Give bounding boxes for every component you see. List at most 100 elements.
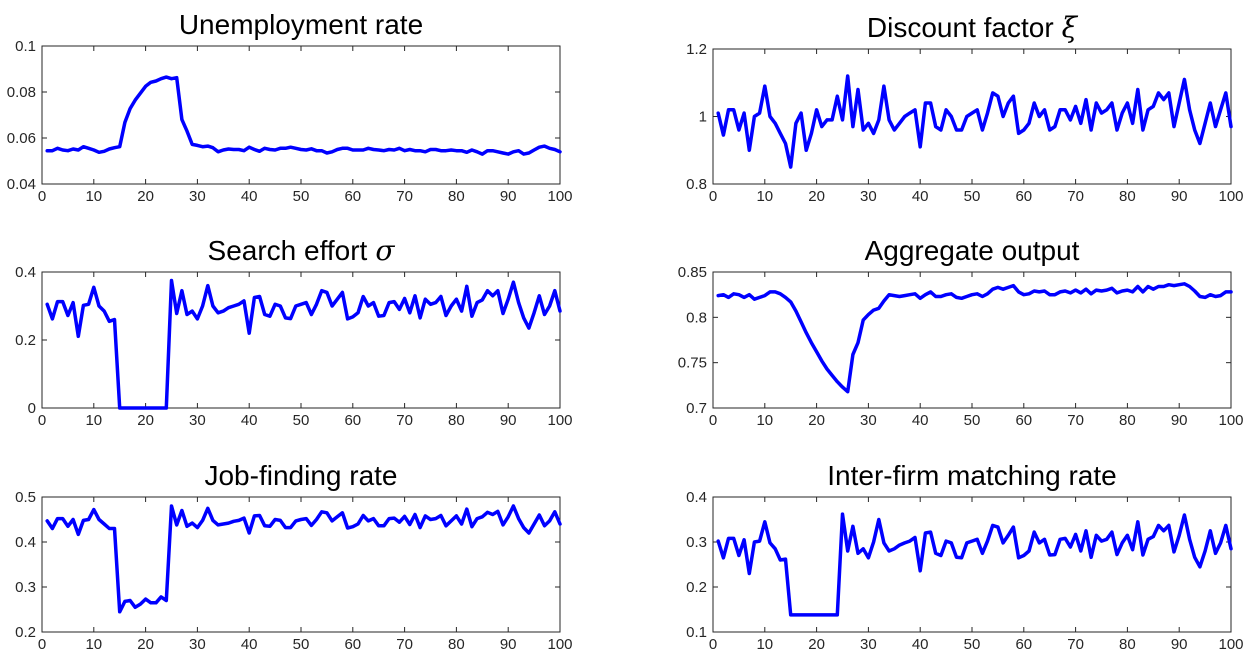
chart-1-xtick-label: 10 [85,188,102,205]
chart-1-xtick-label: 60 [344,188,361,205]
chart-5-ytick-label: 0.3 [15,579,36,596]
chart-4-title: Aggregate output [865,235,1080,266]
chart-5-xtick-label: 60 [344,636,361,653]
chart-1-xtick-label: 30 [189,188,206,205]
chart-6-title: Inter-firm matching rate [827,460,1116,491]
chart-6-ytick-label: 0.1 [686,624,707,641]
chart-5-xtick-label: 30 [189,636,206,653]
chart-3-title: Search effort σ [208,234,396,267]
chart-4-xtick-label: 10 [756,412,773,429]
chart-2-xtick-label: 40 [912,188,929,205]
chart-6-xtick-label: 80 [1119,636,1136,653]
chart-3-xtick-label: 100 [547,412,572,429]
chart-5-xtick-label: 10 [85,636,102,653]
chart-1-ytick-label: 0.06 [7,130,36,147]
chart-5-ytick-label: 0.2 [15,624,36,641]
chart-6-xtick-label: 90 [1171,636,1188,653]
chart-2-ytick-label: 1 [699,109,707,126]
chart-5-xtick-label: 0 [38,636,46,653]
chart-5-xtick-label: 70 [396,636,413,653]
chart-1-xtick-label: 70 [396,188,413,205]
chart-6-xtick-label: 40 [912,636,929,653]
chart-3-ytick-label: 0 [28,400,36,417]
chart-4-xtick-label: 70 [1067,412,1084,429]
chart-3: 0 10 20 30 40 50 60 70 80 90 100 0 0.2 0.4 Search effo… [15,234,572,429]
chart-1-xtick-label: 40 [241,188,258,205]
chart-5-ytick-label: 0.4 [15,534,36,551]
chart-1-series-line-1 [45,75,562,156]
chart-5-title-text: Job-finding rate [204,460,397,491]
chart-4-ytick-label: 0.75 [678,355,707,372]
chart-5-xtick-label: 40 [241,636,258,653]
chart-3-xtick-label: 50 [293,412,310,429]
chart-2-xtick-label: 0 [709,188,717,205]
chart-3-ytick-label: 0.2 [15,332,36,349]
chart-4-xtick-label: 100 [1218,412,1243,429]
chart-5-xtick-label: 20 [137,636,154,653]
chart-6-title-text: Inter-firm matching rate [827,460,1116,491]
chart-6-xtick-label: 30 [860,636,877,653]
chart-2-xtick-label: 90 [1171,188,1188,205]
chart-5: 0 10 20 30 40 50 60 70 80 90 100 0.2 0.3 0.4 0.5 Job-fi… [15,460,572,653]
chart-6-xtick-label: 70 [1067,636,1084,653]
chart-3-xtick-label: 90 [500,412,517,429]
chart-2-xtick-label: 10 [756,188,773,205]
chart-2-xtick-label: 30 [860,188,877,205]
chart-4-ytick-label: 0.7 [686,400,707,417]
chart-6-ytick-label: 0.4 [686,489,707,506]
chart-5-xtick-label: 90 [500,636,517,653]
chart-4-xtick-label: 80 [1119,412,1136,429]
chart-6: 0 10 20 30 40 50 60 70 80 90 100 0.1 0.2 0.3 0.4 Inter-… [686,460,1243,653]
chart-5-xtick-label: 100 [547,636,572,653]
chart-2-title-text: Discount factor [867,12,1054,43]
chart-1-xtick-label: 100 [547,188,572,205]
chart-3-xtick-label: 70 [396,412,413,429]
chart-1-ytick-label: 0.08 [7,84,36,101]
chart-1: 0 10 20 30 40 50 60 70 80 90 100 0.04 0.06 0.08 0.1 Une… [7,9,573,205]
chart-2-xtick-label: 50 [964,188,981,205]
chart-3-xtick-label: 30 [189,412,206,429]
chart-5-xtick-label: 80 [448,636,465,653]
chart-4-plot-frame [712,271,1232,409]
chart-1-title: Unemployment rate [179,9,423,40]
chart-6-xtick-label: 50 [964,636,981,653]
chart-3-series-line-1 [45,278,562,410]
chart-2-xtick-label: 100 [1218,188,1243,205]
chart-4-ytick-label: 0.8 [686,309,707,326]
chart-6-plot-frame [712,496,1232,633]
chart-1-xtick-label: 50 [293,188,310,205]
chart-2-series-line-1 [716,74,1233,169]
chart-3-title-symbol: σ [375,234,395,267]
chart-4-xtick-label: 40 [912,412,929,429]
chart-6-xtick-label: 100 [1218,636,1243,653]
chart-3-xtick-label: 0 [38,412,46,429]
chart-6-xtick-label: 0 [709,636,717,653]
chart-1-title-text: Unemployment rate [179,9,423,40]
chart-3-xtick-label: 20 [137,412,154,429]
chart-4-series-line-1 [716,282,1233,394]
chart-2-xtick-label: 80 [1119,188,1136,205]
chart-1-ytick-label: 0.1 [15,38,36,55]
chart-2-ytick-label: 1.2 [686,41,707,58]
chart-4-ytick-label: 0.85 [678,264,707,281]
chart-1-xtick-label: 20 [137,188,154,205]
chart-2-ytick-label: 0.8 [686,176,707,193]
chart-1-xtick-label: 0 [38,188,46,205]
chart-6-ytick-label: 0.2 [686,579,707,596]
chart-5-xtick-label: 50 [293,636,310,653]
chart-2: 0 10 20 30 40 50 60 70 80 90 100 0.8 1 1.2 Discount fa… [686,11,1243,205]
chart-3-plot-frame [41,271,561,409]
chart-2-xtick-label: 20 [808,188,825,205]
chart-2-title-symbol: ξ [1062,11,1079,44]
chart-6-xtick-label: 10 [756,636,773,653]
chart-1-xtick-label: 80 [448,188,465,205]
chart-3-xtick-label: 60 [344,412,361,429]
chart-1-plot-frame [41,45,561,185]
chart-4-xtick-label: 30 [860,412,877,429]
chart-5-ytick-label: 0.5 [15,489,36,506]
chart-2-xtick-label: 60 [1015,188,1032,205]
chart-4-title-text: Aggregate output [865,235,1080,266]
chart-2-title: Discount factor ξ [867,11,1079,44]
chart-2-xtick-label: 70 [1067,188,1084,205]
